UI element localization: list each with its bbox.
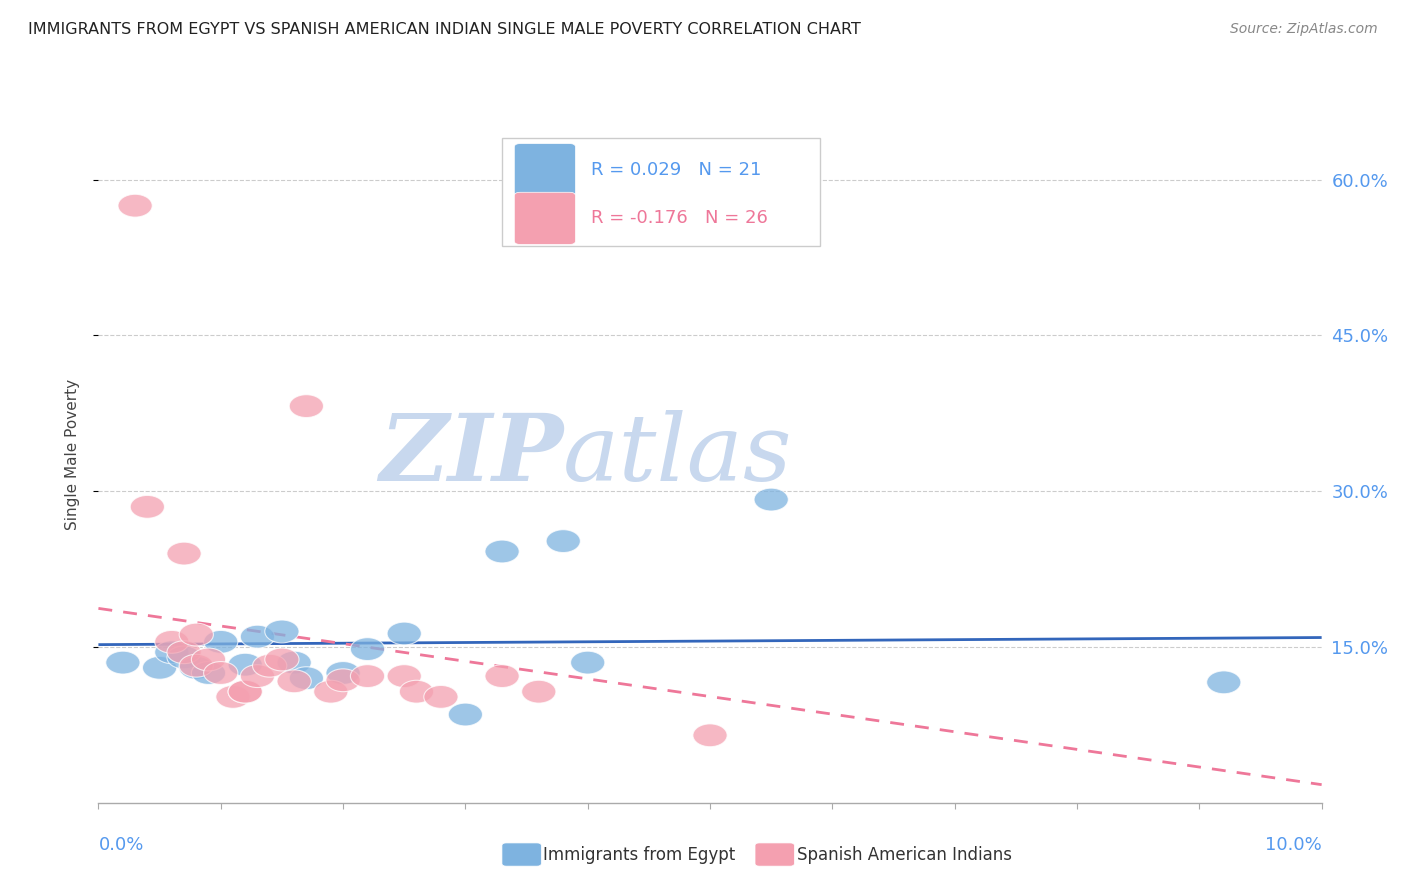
- Text: Immigrants from Egypt: Immigrants from Egypt: [543, 846, 735, 863]
- Text: 10.0%: 10.0%: [1265, 836, 1322, 854]
- Ellipse shape: [228, 681, 263, 703]
- Ellipse shape: [350, 665, 385, 688]
- Ellipse shape: [571, 651, 605, 674]
- Ellipse shape: [522, 681, 555, 703]
- Ellipse shape: [485, 665, 519, 688]
- Ellipse shape: [264, 648, 299, 671]
- Ellipse shape: [399, 681, 433, 703]
- Ellipse shape: [228, 681, 263, 703]
- Text: R = -0.176   N = 26: R = -0.176 N = 26: [592, 210, 768, 227]
- Text: Source: ZipAtlas.com: Source: ZipAtlas.com: [1230, 22, 1378, 37]
- Ellipse shape: [118, 194, 152, 217]
- Ellipse shape: [277, 670, 311, 693]
- Ellipse shape: [179, 624, 214, 646]
- Ellipse shape: [179, 657, 214, 679]
- Ellipse shape: [350, 638, 385, 661]
- Y-axis label: Single Male Poverty: Single Male Poverty: [65, 379, 80, 531]
- FancyBboxPatch shape: [515, 193, 575, 244]
- Ellipse shape: [240, 665, 274, 688]
- FancyBboxPatch shape: [515, 144, 575, 195]
- Ellipse shape: [449, 703, 482, 726]
- Ellipse shape: [240, 625, 274, 648]
- Ellipse shape: [204, 631, 238, 653]
- Text: atlas: atlas: [564, 410, 793, 500]
- FancyBboxPatch shape: [502, 138, 820, 246]
- Ellipse shape: [179, 655, 214, 677]
- Ellipse shape: [131, 495, 165, 518]
- Ellipse shape: [105, 651, 141, 674]
- Text: IMMIGRANTS FROM EGYPT VS SPANISH AMERICAN INDIAN SINGLE MALE POVERTY CORRELATION: IMMIGRANTS FROM EGYPT VS SPANISH AMERICA…: [28, 22, 860, 37]
- Text: Spanish American Indians: Spanish American Indians: [797, 846, 1012, 863]
- Ellipse shape: [167, 640, 201, 664]
- Ellipse shape: [228, 653, 263, 676]
- Ellipse shape: [155, 640, 188, 664]
- Text: ZIP: ZIP: [380, 410, 564, 500]
- Ellipse shape: [693, 724, 727, 747]
- Ellipse shape: [326, 669, 360, 691]
- Ellipse shape: [155, 631, 188, 653]
- Ellipse shape: [204, 662, 238, 684]
- Ellipse shape: [754, 488, 789, 511]
- Ellipse shape: [167, 646, 201, 669]
- Ellipse shape: [217, 685, 250, 708]
- Ellipse shape: [191, 662, 225, 684]
- Ellipse shape: [290, 394, 323, 417]
- Ellipse shape: [387, 622, 422, 645]
- Ellipse shape: [191, 648, 225, 671]
- Ellipse shape: [277, 651, 311, 674]
- Ellipse shape: [423, 685, 458, 708]
- Ellipse shape: [1206, 671, 1241, 694]
- Ellipse shape: [264, 620, 299, 643]
- Text: 0.0%: 0.0%: [98, 836, 143, 854]
- Ellipse shape: [314, 681, 347, 703]
- Ellipse shape: [142, 657, 177, 679]
- Ellipse shape: [485, 540, 519, 563]
- Ellipse shape: [253, 655, 287, 677]
- Ellipse shape: [387, 665, 422, 688]
- Ellipse shape: [290, 666, 323, 690]
- Ellipse shape: [167, 542, 201, 565]
- Ellipse shape: [326, 662, 360, 684]
- Ellipse shape: [546, 530, 581, 552]
- Text: R = 0.029   N = 21: R = 0.029 N = 21: [592, 161, 762, 178]
